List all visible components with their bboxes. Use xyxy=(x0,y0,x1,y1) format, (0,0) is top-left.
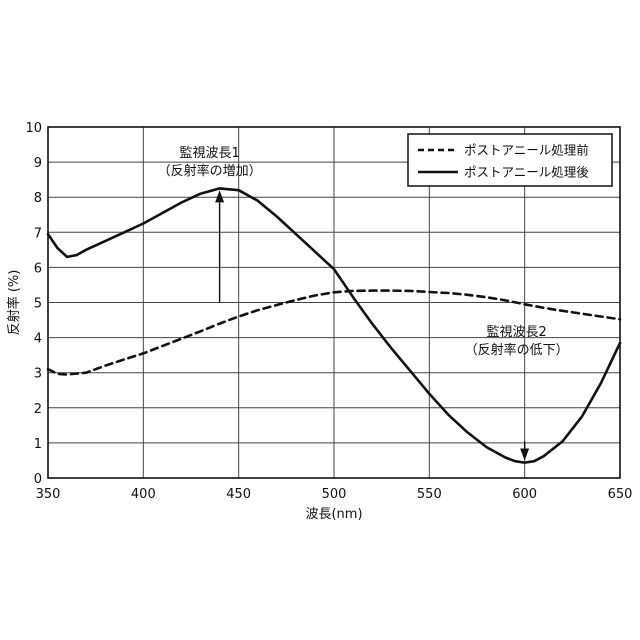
y-axis-title: 反射率 (%) xyxy=(6,270,22,336)
x-tick-label: 450 xyxy=(226,487,251,502)
x-tick-label: 600 xyxy=(512,487,537,502)
annotation-title-1: 監視波長1 xyxy=(179,145,239,161)
x-tick-label: 500 xyxy=(322,487,347,502)
y-tick-label: 5 xyxy=(34,297,42,312)
x-tick-label: 400 xyxy=(131,487,156,502)
annotation-arrow-head-1 xyxy=(215,190,224,202)
y-tick-label: 7 xyxy=(34,226,42,241)
y-tick-label: 0 xyxy=(34,472,42,487)
y-tick-label: 6 xyxy=(34,261,42,276)
x-tick-label: 650 xyxy=(608,487,633,502)
x-tick-label: 350 xyxy=(36,487,61,502)
legend: ポストアニール処理前 ポストアニール処理後 xyxy=(408,134,612,186)
y-tick-label: 1 xyxy=(34,437,42,452)
annotation-note-2: （反射率の低下） xyxy=(465,342,569,358)
y-tick-label: 2 xyxy=(34,402,42,417)
annotation-arrow-head-2 xyxy=(520,449,529,461)
y-tick-label: 8 xyxy=(34,191,42,206)
y-tick-label: 9 xyxy=(34,156,42,171)
y-tick-label: 3 xyxy=(34,367,42,382)
legend-label-after: ポストアニール処理後 xyxy=(464,165,589,180)
legend-label-before: ポストアニール処理前 xyxy=(464,143,589,158)
y-tick-label: 4 xyxy=(34,332,42,347)
y-tick-label: 10 xyxy=(25,121,42,136)
annotation-title-2: 監視波長2 xyxy=(487,324,547,340)
x-axis-title: 波長(nm) xyxy=(305,507,362,522)
annotation-note-1: （反射率の増加） xyxy=(158,163,262,179)
x-tick-label: 550 xyxy=(417,487,442,502)
